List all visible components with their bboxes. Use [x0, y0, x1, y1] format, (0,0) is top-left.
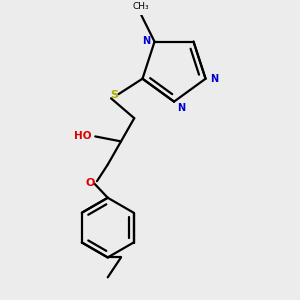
Text: O: O — [85, 178, 94, 188]
Text: N: N — [177, 103, 185, 113]
Text: HO: HO — [74, 131, 91, 141]
Text: CH₃: CH₃ — [133, 2, 150, 11]
Text: S: S — [110, 90, 118, 100]
Text: N: N — [142, 36, 150, 46]
Text: N: N — [210, 74, 218, 84]
